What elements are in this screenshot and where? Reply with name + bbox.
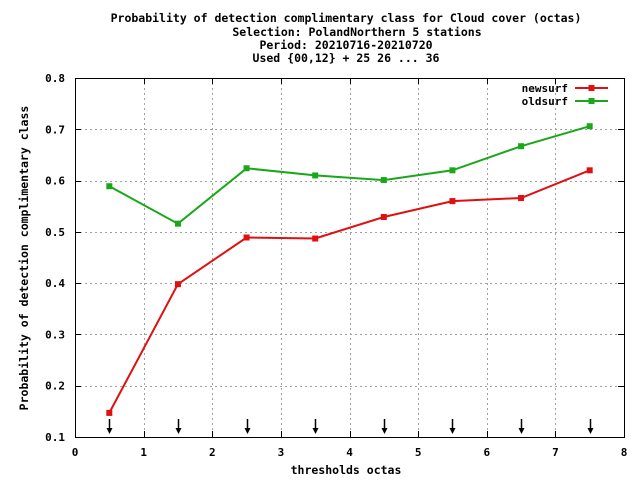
data-point-oldsurf [243, 165, 250, 172]
tick-labels: 0 1 2 3 4 5 6 7 8 0.1 0.2 0.3 0.4 0.5 0.6 0.7 0.8 [45, 72, 627, 459]
chart-title-line-3: Period: 20210716-20210720 [259, 38, 432, 52]
legend-label: newsurf [522, 82, 568, 95]
series-line-newsurf [108, 169, 591, 414]
chart-title-line-2: Selection: PolandNorthern 5 stations [232, 25, 481, 39]
data-point-newsurf [312, 235, 319, 242]
grid [75, 78, 624, 437]
y-tick-label: 0.7 [45, 123, 65, 136]
threshold-marker-head [244, 428, 251, 434]
data-point-oldsurf [380, 177, 387, 184]
threshold-marker [449, 419, 456, 434]
x-tick-label: 7 [552, 446, 559, 459]
threshold-marker-head [312, 428, 319, 434]
y-tick-label: 0.1 [45, 431, 65, 444]
data-point-newsurf [174, 281, 181, 288]
data-point-newsurf [106, 409, 113, 416]
data-point-newsurf [586, 167, 593, 174]
data-point-oldsurf [449, 167, 456, 174]
data-point-newsurf [449, 198, 456, 205]
data-point-oldsurf [106, 183, 113, 190]
threshold-marker-head [381, 428, 388, 434]
data-point-oldsurf [174, 220, 181, 227]
data-point-oldsurf [586, 123, 593, 130]
y-axis-label: Probability of detection complimentary c… [17, 106, 31, 411]
series-newsurf [106, 167, 593, 416]
chart-title-line-1: Probability of detection complimentary c… [111, 11, 582, 25]
y-tick-label: 0.3 [45, 328, 65, 341]
threshold-marker [381, 419, 388, 434]
data-point-oldsurf [518, 143, 525, 150]
threshold-marker-head [449, 428, 456, 434]
x-tick-label: 2 [209, 446, 216, 459]
legend-item-oldsurf: oldsurf [522, 95, 608, 108]
y-tick-label: 0.6 [45, 175, 65, 188]
threshold-marker-head [518, 428, 525, 434]
legend-swatch-marker [588, 85, 595, 91]
data-point-newsurf [380, 213, 387, 220]
series-line-oldsurf [108, 125, 590, 225]
threshold-marker-head [106, 428, 113, 434]
axes [75, 78, 625, 438]
x-tick-label: 1 [140, 446, 147, 459]
x-tick-label: 3 [278, 446, 285, 459]
y-tick-label: 0.4 [45, 277, 65, 290]
legend-item-newsurf: newsurf [522, 82, 608, 95]
x-tick-label: 8 [621, 446, 628, 459]
x-tick-label: 4 [346, 446, 353, 459]
x-tick-label: 6 [483, 446, 490, 459]
threshold-marker [106, 419, 113, 434]
x-tick-label: 0 [72, 446, 79, 459]
threshold-marker [312, 419, 319, 434]
threshold-marker [518, 419, 525, 434]
data-point-oldsurf [312, 172, 319, 179]
threshold-marker-head [587, 428, 594, 434]
x-axis-label: thresholds octas [291, 463, 402, 477]
threshold-markers [106, 419, 594, 434]
threshold-marker [587, 419, 594, 434]
legend-label: oldsurf [522, 95, 568, 108]
x-tick-label: 5 [415, 446, 422, 459]
data-point-newsurf [243, 234, 250, 241]
threshold-marker-head [175, 428, 182, 434]
legend-swatch-marker [588, 98, 595, 104]
threshold-marker [244, 419, 251, 434]
series-oldsurf [106, 123, 593, 227]
chart-title-line-4: Used {00,12} + 25 26 ... 36 [253, 51, 440, 65]
y-tick-label: 0.5 [45, 226, 65, 239]
data-point-newsurf [518, 195, 525, 202]
y-tick-label: 0.8 [45, 72, 65, 85]
series [106, 123, 593, 416]
threshold-marker [175, 419, 182, 434]
y-tick-label: 0.2 [45, 380, 65, 393]
